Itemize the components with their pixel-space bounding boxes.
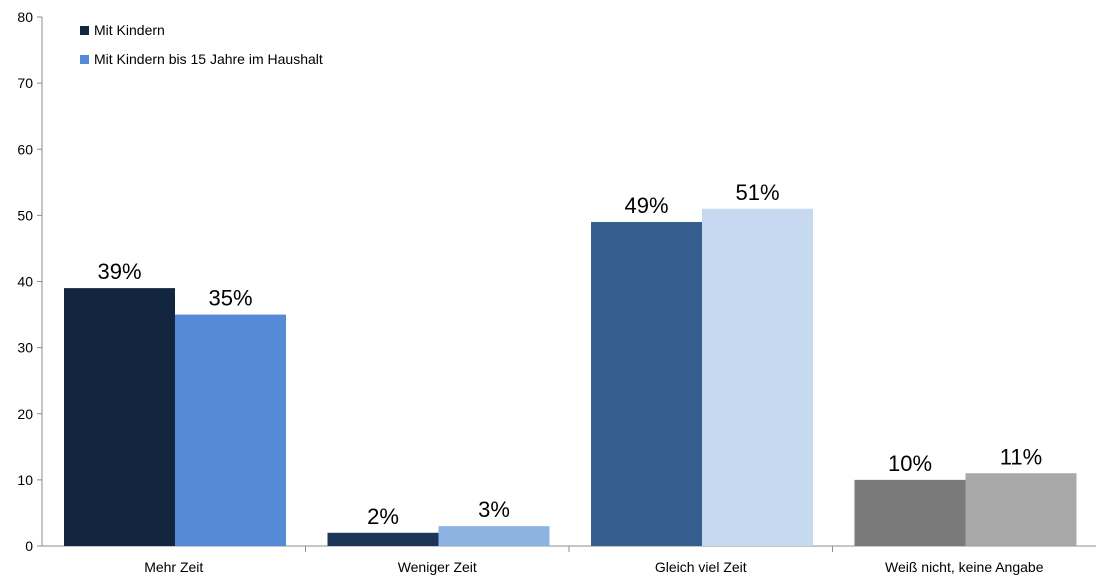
data-label: 11% bbox=[1000, 444, 1042, 469]
y-tick-label: 40 bbox=[17, 274, 33, 290]
data-label: 3% bbox=[478, 497, 510, 522]
data-label: 10% bbox=[888, 451, 932, 476]
y-tick-label: 20 bbox=[17, 406, 33, 422]
data-label: 2% bbox=[367, 504, 399, 529]
y-tick-label: 80 bbox=[17, 9, 33, 25]
bar-series-2 bbox=[438, 526, 550, 546]
x-tick-label: Weniger Zeit bbox=[398, 559, 477, 575]
bar-series-2 bbox=[175, 314, 286, 546]
y-tick-label: 70 bbox=[17, 75, 33, 91]
legend-label-series-1: Mit Kindern bbox=[94, 22, 165, 38]
x-tick-label: Weiß nicht, keine Angabe bbox=[885, 559, 1044, 575]
data-label: 51% bbox=[735, 180, 779, 205]
data-label: 39% bbox=[97, 259, 141, 284]
bar-series-1 bbox=[854, 479, 966, 546]
y-tick-label: 50 bbox=[17, 207, 33, 223]
data-label: 35% bbox=[208, 286, 252, 311]
y-tick-label: 10 bbox=[17, 472, 33, 488]
legend-label-series-2: Mit Kindern bis 15 Jahre im Haushalt bbox=[94, 51, 323, 67]
y-tick-label: 0 bbox=[25, 538, 33, 554]
bar-series-2 bbox=[965, 473, 1077, 546]
data-label: 49% bbox=[624, 193, 668, 218]
legend-swatch-series-2 bbox=[80, 54, 89, 64]
y-tick-label: 30 bbox=[17, 340, 33, 356]
x-tick-label: Mehr Zeit bbox=[144, 559, 203, 575]
bar-series-2 bbox=[702, 208, 813, 546]
x-tick-label: Gleich viel Zeit bbox=[655, 559, 747, 575]
legend-item-series-2: Mit Kindern bis 15 Jahre im Haushalt bbox=[80, 51, 323, 67]
bar-series-1 bbox=[327, 532, 439, 546]
y-tick-label: 60 bbox=[17, 141, 33, 157]
legend-swatch-series-1 bbox=[80, 25, 89, 35]
bar-series-1 bbox=[64, 288, 175, 546]
bar-series-1 bbox=[591, 221, 702, 547]
legend-item-series-1: Mit Kindern bbox=[80, 22, 165, 38]
